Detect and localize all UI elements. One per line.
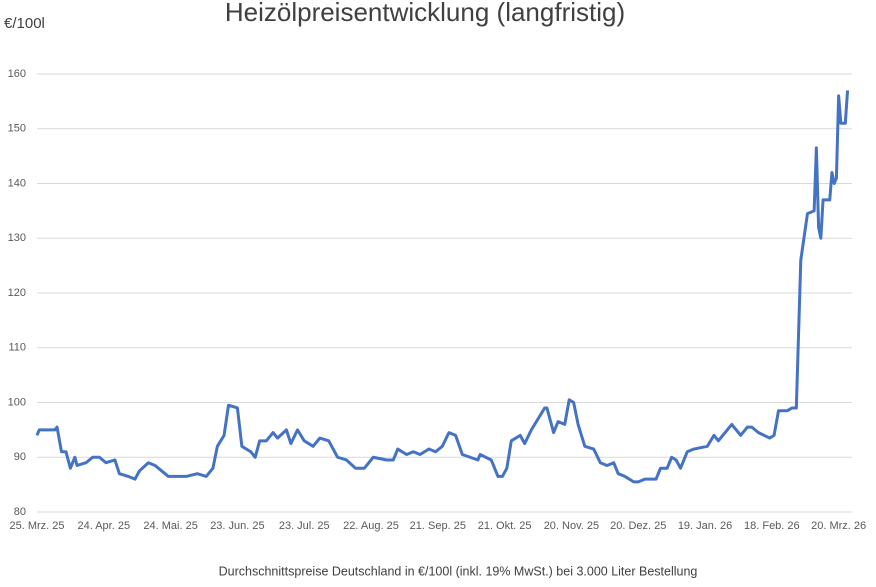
y-axis-label: €/100l bbox=[4, 15, 45, 32]
x-tick-label: 23. Jun. 25 bbox=[210, 520, 264, 532]
x-tick-label: 20. Dez. 25 bbox=[610, 520, 666, 532]
x-axis-label: Durchschnittspreise Deutschland in €/100… bbox=[219, 564, 698, 578]
y-tick-label: 140 bbox=[8, 177, 26, 189]
y-tick-label: 100 bbox=[8, 396, 26, 408]
y-tick-label: 120 bbox=[8, 287, 26, 299]
y-tick-label: 130 bbox=[8, 232, 26, 244]
y-tick-label: 160 bbox=[8, 68, 26, 80]
x-tick-label: 21. Okt. 25 bbox=[478, 520, 532, 532]
y-tick-label: 90 bbox=[14, 451, 26, 463]
x-tick-label: 22. Aug. 25 bbox=[343, 520, 399, 532]
y-tick-label: 80 bbox=[14, 506, 26, 518]
y-tick-label: 150 bbox=[8, 123, 26, 135]
x-tick-label: 20. Mrz. 26 bbox=[811, 520, 866, 532]
x-tick-label: 21. Sep. 25 bbox=[410, 520, 466, 532]
x-tick-label: 24. Apr. 25 bbox=[77, 520, 130, 532]
x-tick-label: 20. Nov. 25 bbox=[544, 520, 599, 532]
x-tick-label: 23. Jul. 25 bbox=[279, 520, 330, 532]
chart-title: Heizölpreisentwicklung (langfristig) bbox=[225, 0, 625, 27]
x-tick-label: 18. Feb. 26 bbox=[744, 520, 800, 532]
price-line bbox=[35, 90, 850, 484]
x-tick-label: 19. Jan. 26 bbox=[678, 520, 732, 532]
x-tick-label: 25. Mrz. 25 bbox=[9, 520, 64, 532]
x-tick-label: 24. Mai. 25 bbox=[143, 520, 197, 532]
y-tick-label: 110 bbox=[8, 342, 26, 354]
